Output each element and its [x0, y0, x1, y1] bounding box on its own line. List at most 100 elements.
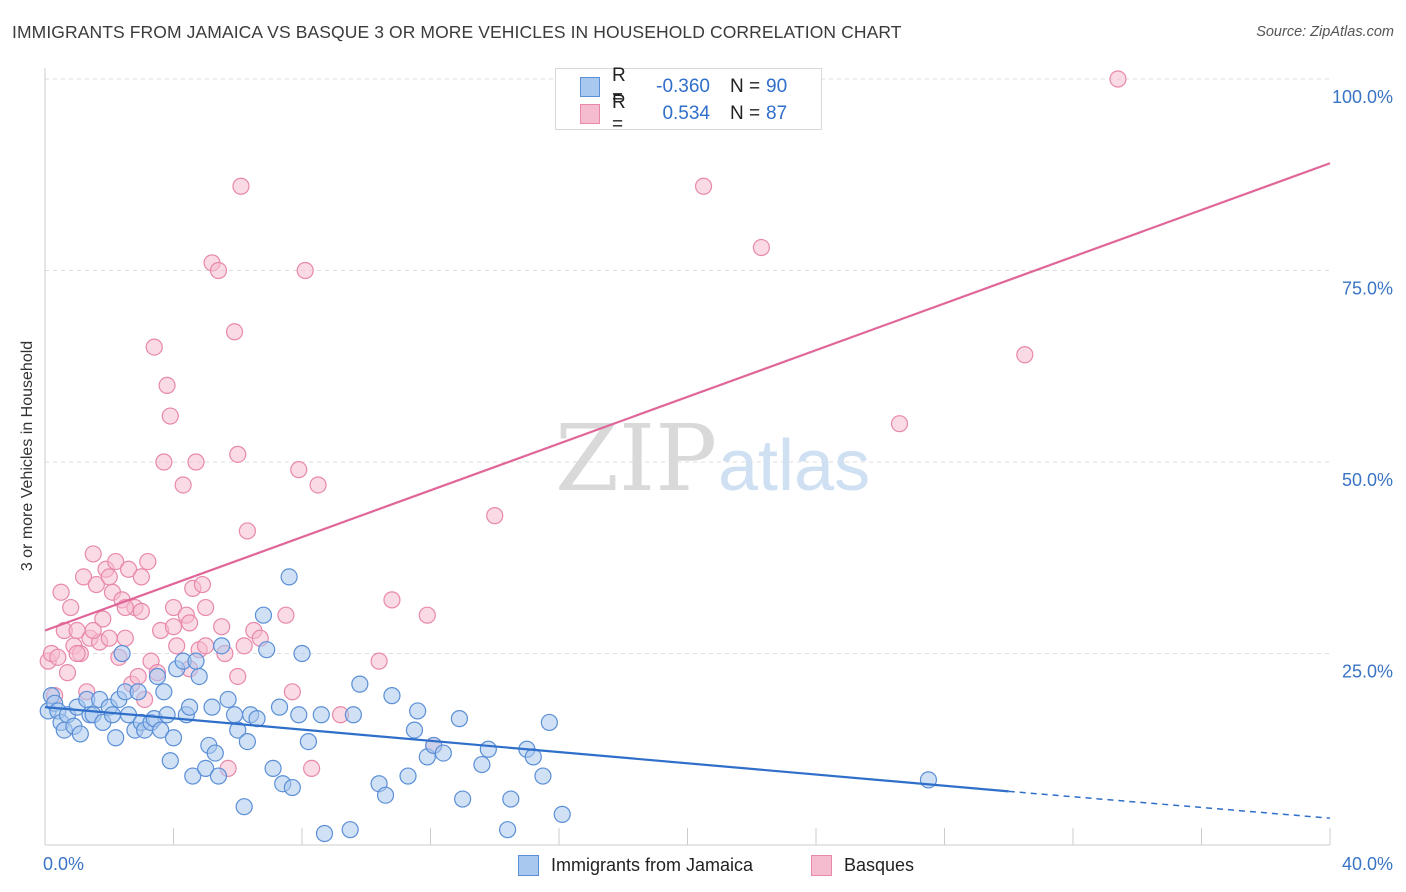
legend-item-jamaica[interactable]: Immigrants from Jamaica — [518, 852, 753, 878]
jamaica-point — [434, 744, 452, 762]
basques-point — [62, 598, 80, 617]
basques-point — [107, 552, 125, 571]
legend-n-value: 87 — [766, 103, 788, 124]
basques-point — [296, 261, 314, 280]
jamaica-point — [344, 706, 362, 724]
basques-point — [129, 667, 147, 686]
jamaica-points — [39, 568, 938, 843]
legend-swatch-basques — [811, 854, 832, 876]
jamaica-point — [213, 637, 231, 655]
basques-point — [100, 629, 118, 647]
tick-labels: 25.0% 50.0% 75.0% 100.0% 0.0% 40.0% — [43, 87, 1393, 874]
legend-swatch-jamaica — [518, 854, 539, 876]
basques-point — [235, 637, 253, 655]
x-tick-label-min: 0.0% — [43, 854, 84, 874]
chart-title: IMMIGRANTS FROM JAMAICA VS BASQUE 3 OR M… — [12, 22, 902, 42]
jamaica-point — [312, 706, 330, 724]
basques-point — [229, 445, 247, 463]
basques-point — [193, 575, 212, 594]
basques-point — [100, 568, 118, 586]
legend-swatch-basques — [580, 104, 600, 124]
jamaica-point — [258, 641, 276, 659]
jamaica-point — [197, 759, 215, 778]
jamaica-point — [71, 725, 89, 743]
jamaica-point — [219, 690, 237, 709]
basques-point — [158, 376, 176, 394]
basques-point — [197, 598, 215, 617]
legend-r-label: R = — [612, 92, 626, 135]
jamaica-point — [315, 824, 334, 843]
jamaica-point — [129, 683, 147, 701]
jamaica-point — [180, 698, 199, 716]
jamaica-point — [164, 729, 183, 747]
legend-r-value: 0.534 — [662, 103, 710, 124]
basques-point — [74, 568, 93, 586]
basques-point — [52, 583, 70, 601]
basques-point — [1016, 346, 1034, 364]
basques-point — [229, 667, 247, 686]
basques-point — [116, 629, 134, 647]
basques-point — [383, 591, 401, 609]
x-tick-label-max: 40.0% — [1342, 854, 1393, 874]
jamaica-point — [553, 805, 571, 823]
legend-row-jamaica: R = -0.360 N = 90 — [580, 65, 787, 108]
basques-point — [283, 683, 301, 701]
basques-point — [119, 560, 138, 578]
basques-point — [164, 598, 183, 617]
watermark: ZIP atlas — [555, 405, 870, 512]
jamaica-point — [479, 740, 497, 758]
jamaica-point — [341, 821, 359, 839]
jamaica-point — [351, 675, 369, 693]
jamaica-point — [254, 606, 273, 624]
legend-r-label: R = — [612, 65, 626, 108]
basques-point — [87, 575, 106, 594]
basques-point — [209, 261, 228, 280]
basques-point — [890, 415, 909, 433]
basques-point — [180, 614, 199, 632]
basques-point — [303, 759, 321, 778]
jamaica-point — [383, 687, 401, 705]
basques-points — [39, 70, 1127, 778]
trendlines — [44, 162, 1331, 819]
basques-point — [1109, 70, 1127, 88]
jamaica-point — [540, 713, 558, 732]
basques-point — [155, 453, 173, 471]
jamaica-point — [409, 702, 427, 720]
legend-n-label: N = — [730, 76, 761, 97]
jamaica-point — [290, 706, 308, 724]
jamaica-point — [280, 568, 298, 586]
jamaica-point — [209, 767, 228, 785]
basques-point — [84, 621, 102, 640]
basques-point — [94, 610, 112, 628]
jamaica-point — [225, 706, 244, 724]
jamaica-point — [206, 744, 224, 762]
basques-point — [168, 637, 186, 655]
basques-point — [58, 664, 77, 682]
basques-point — [277, 606, 295, 624]
jamaica-trendline-extension — [1008, 790, 1331, 819]
jamaica-trendline — [44, 706, 1009, 793]
legend-label-basques: Basques — [844, 854, 915, 875]
watermark-zip: ZIP — [555, 405, 717, 512]
basques-point — [418, 606, 436, 624]
stats-legend: R = -0.360 N = 90 R = 0.534 N = 87 — [555, 65, 822, 135]
jamaica-point — [293, 644, 311, 663]
basques-point — [68, 644, 86, 663]
legend-swatch-jamaica — [580, 77, 600, 97]
basques-point — [370, 652, 388, 670]
jamaica-point — [203, 698, 221, 716]
jamaica-point — [161, 752, 179, 770]
basques-point — [290, 461, 308, 479]
jamaica-point — [148, 667, 167, 686]
jamaica-point — [107, 729, 125, 747]
legend-row-basques: R = 0.534 N = 87 — [580, 92, 788, 135]
basques-point — [84, 545, 102, 563]
jamaica-point — [473, 755, 491, 774]
legend-item-basques[interactable]: Basques — [811, 852, 914, 878]
jamaica-point — [103, 706, 122, 724]
jamaica-point — [376, 786, 395, 804]
basques-point — [225, 323, 244, 341]
y-tick-label: 75.0% — [1342, 279, 1393, 299]
watermark-atlas: atlas — [718, 426, 870, 506]
